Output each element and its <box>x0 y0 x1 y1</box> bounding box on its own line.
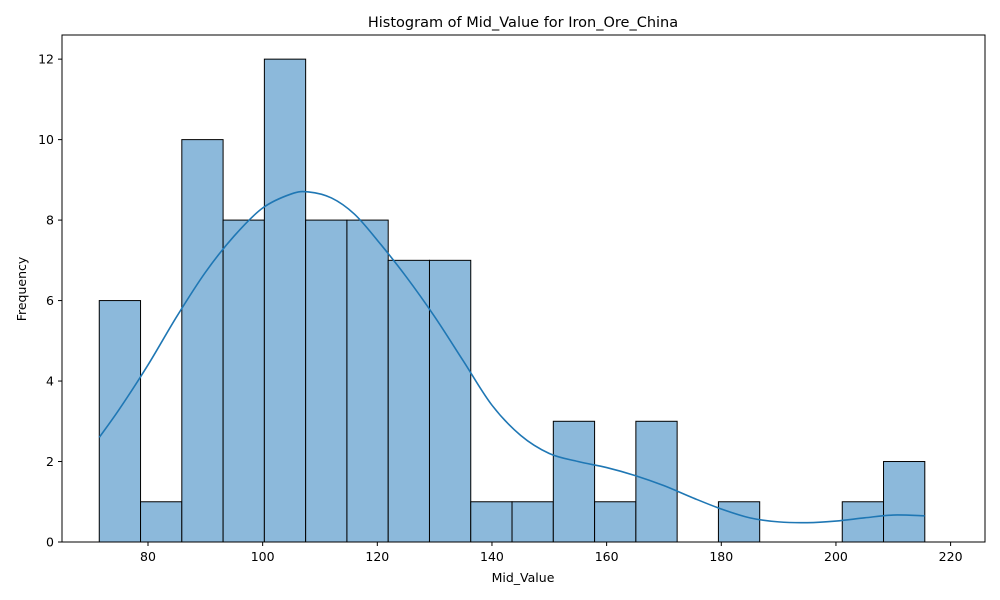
histogram-bar <box>263 58 307 543</box>
histogram-bar <box>346 219 389 543</box>
y-tick-label: 8 <box>46 213 54 228</box>
kde-curve <box>98 190 925 524</box>
histogram-bar <box>222 219 265 543</box>
y-axis-ticks: 0 2 4 6 8 10 12 <box>38 52 62 550</box>
x-tick-label: 200 <box>824 549 848 564</box>
histogram-bar <box>552 420 596 543</box>
histogram-bar <box>511 501 554 543</box>
y-tick-label: 6 <box>46 293 54 308</box>
y-tick-label: 10 <box>38 132 54 147</box>
x-tick-label: 220 <box>939 549 963 564</box>
x-axis-ticks: 80 100 120 140 160 180 200 220 <box>140 542 963 564</box>
y-axis-label: Frequency <box>14 256 29 321</box>
y-tick-label: 12 <box>38 52 54 67</box>
histogram-bar <box>594 501 637 543</box>
x-tick-label: 180 <box>709 549 733 564</box>
histogram-bar <box>305 219 348 543</box>
chart-title: Histogram of Mid_Value for Iron_Ore_Chin… <box>368 15 678 31</box>
x-axis-label: Mid_Value <box>492 570 555 585</box>
x-tick-label: 120 <box>365 549 389 564</box>
histogram-bar <box>717 501 761 543</box>
x-tick-label: 100 <box>251 549 275 564</box>
histogram-bar <box>428 259 472 543</box>
histogram-bar <box>140 501 183 543</box>
plot-frame <box>61 34 986 543</box>
histogram-bar <box>470 501 513 543</box>
x-tick-label: 140 <box>480 549 504 564</box>
histogram-bar <box>635 420 678 543</box>
y-tick-label: 0 <box>46 535 54 550</box>
y-tick-label: 4 <box>46 374 54 389</box>
histogram-bars <box>98 58 926 543</box>
histogram-bar <box>387 259 430 543</box>
x-tick-label: 80 <box>140 549 156 564</box>
y-tick-label: 2 <box>46 454 54 469</box>
histogram-bar <box>181 139 224 543</box>
histogram-bar <box>98 300 142 543</box>
kde-curve-group <box>98 190 925 524</box>
histogram-bar <box>883 461 926 543</box>
histogram-bar <box>841 501 885 543</box>
x-tick-label: 160 <box>595 549 619 564</box>
